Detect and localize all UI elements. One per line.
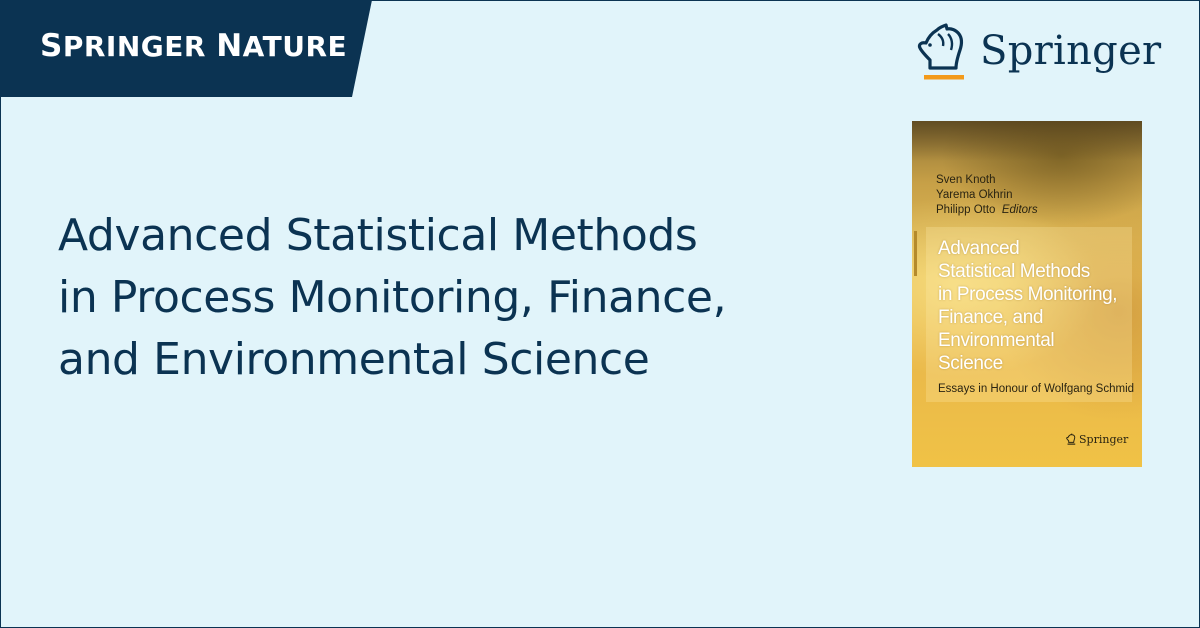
cover-title-line: Advanced (938, 238, 1020, 259)
cover-top-shade (912, 121, 1142, 161)
cover-title-line: in Process Monitoring, (938, 284, 1118, 305)
springer-logo: Springer (916, 22, 1161, 84)
springer-horse-icon (1066, 433, 1076, 445)
cover-accent-line (914, 231, 917, 276)
cover-title-line: Statistical Methods (938, 261, 1090, 282)
cover-editor: Sven Knoth (936, 174, 996, 186)
springer-horse-icon (917, 23, 964, 80)
cover-title-line: Finance, and (938, 307, 1044, 328)
title-line: in Process Monitoring, Finance, (58, 272, 727, 323)
cover-subtitle: Essays in Honour of Wolfgang Schmid (938, 383, 1135, 395)
page-title: Advanced Statistical Methods in Process … (58, 205, 838, 391)
cover-editors: Sven Knoth Yarema Okhrin Philipp Otto Ed… (936, 173, 1038, 218)
cover-title: Advanced Statistical Methods in Process … (938, 237, 1118, 375)
cover-publisher-name: Springer (1079, 433, 1129, 446)
title-line: and Environmental Science (58, 334, 650, 385)
title-line: Advanced Statistical Methods (58, 210, 698, 261)
cover-title-line: Environmental (938, 330, 1055, 351)
cover-title-panel (926, 227, 1132, 402)
springer-wordmark: Springer (980, 28, 1162, 74)
cover-editor: Yarema Okhrin (936, 189, 1013, 201)
cover-title-line: Science (938, 353, 1003, 374)
cover-editors-role: Editors (1001, 204, 1038, 216)
cover-editor: Philipp Otto Editors (936, 204, 1038, 216)
book-cover: Sven Knoth Yarema Okhrin Philipp Otto Ed… (912, 121, 1142, 467)
springer-nature-banner (0, 0, 372, 97)
springer-nature-label: SPRINGER NATURE (40, 28, 348, 64)
cover-publisher: Springer (1066, 433, 1128, 446)
